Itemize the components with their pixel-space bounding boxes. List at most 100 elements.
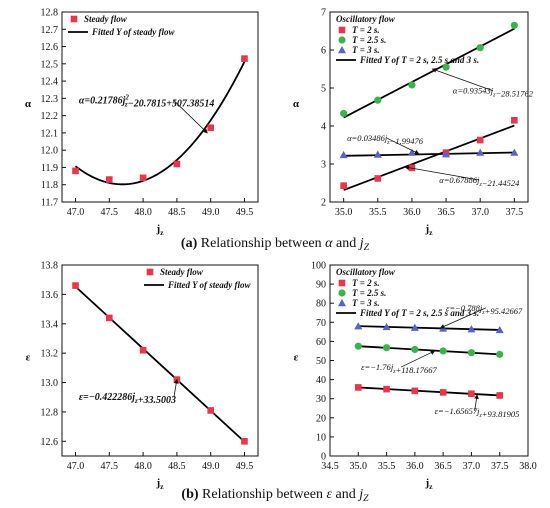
b-right-legend-label: T = 3 s. [352,298,380,308]
a-right-point-triangle [407,148,416,156]
a-right-y-axis-label: α [293,98,300,110]
b-left-y-axis-label: ε [26,352,31,364]
b-left-point-square [72,282,79,289]
b-right-x-tick-label: 37.5 [491,461,509,472]
b-right-y-tick-label: 0 [321,452,326,463]
b-right-point-triangle [410,323,419,331]
a-left-equation-label: α=0.21786j2 z−20.7815+507.38514 [79,94,215,110]
b-right-point-square [354,384,362,391]
b-right-y-tick-label: 70 [316,318,326,329]
a-right-legend-marker [338,26,346,34]
b-right-y-tick-label: 50 [316,356,326,367]
b-left-point-square [241,438,248,445]
b-right-y-tick-label: 30 [316,394,326,405]
a-right-equation-arrow [386,137,420,155]
a-left-x-tick-label: 49.0 [202,207,220,218]
a-left-x-tick-label: 47.0 [67,207,85,218]
a-right-point-circle [340,109,348,118]
a-right-point-circle [476,44,484,52]
b-right-point-circle [496,350,504,358]
b-right-legend-marker [338,299,346,307]
a-left-point-square [139,174,147,182]
b-right-point-square [468,390,475,398]
a-left-legend-marker [70,15,78,23]
a-left-y-tick-label: 11.8 [41,180,58,191]
a-right-legend-label: T = 2 s. [352,25,380,35]
a-right-point-triangle [373,150,382,158]
a-right-x-tick-label: 37.5 [506,207,524,218]
a-left-legend-label: Fitted Y of steady flow [91,27,175,37]
a-right-point-triangle [476,148,485,156]
a-right-fit-line-1 [343,124,515,191]
b-right-equation-label: ε=−0.788jz+95.42667 [446,303,523,316]
b-right-fit-line-2 [358,386,500,397]
a-right-x-tick-label: 36.5 [437,207,455,218]
b-right-equation-label: ε=−1.65657jz+93.81905 [435,406,520,419]
b-left-x-tick-label: 48.5 [168,461,186,472]
b-left-point-square [106,314,113,322]
b-right-legend-marker [338,289,346,297]
a-right-x-tick-label: 35.5 [369,207,387,218]
a-right-point-square [476,136,484,144]
b-right-x-tick-label: 37.0 [463,461,481,472]
a-right-point-triangle [510,148,519,156]
b-left-x-tick-label: 47.0 [67,461,85,472]
b-right-point-triangle [495,325,504,334]
a-right-point-circle [374,96,382,104]
a-left-y-tick-label: 12.6 [41,42,59,53]
a-left-point-square [72,167,79,175]
b-left-y-tick-label: 13.4 [41,319,59,330]
b-right-x-tick-label: 36.0 [406,461,424,472]
caption-a: (a) Relationship between α and jZ [181,236,370,253]
b-left-point-square [139,346,147,354]
a-left-y-tick-label: 12.7 [41,25,59,36]
a-left-y-tick-label: 11.7 [41,198,58,209]
b-left-x-tick-label: 49.0 [202,461,220,472]
a-right-point-triangle [339,150,348,159]
a-right-legend-label: T = 3 s. [352,45,380,55]
a-right-legend-marker [338,46,346,54]
b-right-x-tick-label: 38.0 [519,461,537,472]
b-right-fit-line-1 [358,345,500,356]
a-left-y-tick-label: 12.2 [41,111,59,122]
a-right-equation-arrow [431,68,494,92]
b-left-x-tick-label: 48.0 [134,461,152,472]
a-left-y-tick-label: 12.0 [41,146,59,157]
b-right-x-tick-label: 36.5 [434,461,452,472]
a-right-legend-title: Oscillatory flow [336,14,396,24]
a-right-point-square [511,117,518,124]
a-left-legend-label: Steady flow [84,14,128,24]
a-right-y-tick-label: 5 [321,84,326,95]
a-left-x-tick-label: 47.5 [101,207,119,218]
b-right-x-tick-label: 35.0 [350,461,368,472]
a-left-fit-curve [74,61,246,186]
a-right-point-square [374,175,382,182]
b-right-x-tick-label: 34.5 [321,461,339,472]
a-left-y-tick-label: 12.4 [41,77,59,88]
a-right-x-tick-label: 36.0 [403,207,421,218]
a-left-x-axis-label: jz [155,223,164,237]
a-left-equation-arrow [173,100,208,134]
a-right-point-circle [510,21,518,29]
b-right-point-triangle [467,325,476,333]
a-right-point-circle [408,81,416,89]
a-right-y-tick-label: 2 [321,198,326,209]
b-right-point-circle [354,342,362,350]
b-left-y-tick-label: 13.2 [41,349,59,360]
a-right-legend-marker [338,36,346,44]
a-left-y-tick-label: 12.3 [41,94,59,105]
b-right-legend-label: Fitted Y of T = 2 s, 2.5 s and 3 s. [359,308,479,318]
b-right-y-tick-label: 100 [311,261,326,272]
b-right-y-tick-label: 10 [316,432,326,443]
a-right-fit-line-0 [343,27,515,119]
a-left-plot-frame [61,11,259,203]
b-left-y-tick-label: 12.6 [41,437,59,448]
b-left-equation-label: ε=−0.422286jz+33.5003 [79,392,176,406]
b-right-y-tick-label: 60 [316,337,326,348]
b-right-legend-title: Oscillatory flow [336,267,396,277]
b-right-point-square [496,392,504,399]
b-right-equation-arrow [439,307,487,329]
a-right-x-tick-label: 35.0 [335,207,353,218]
b-right-point-circle [382,344,391,352]
